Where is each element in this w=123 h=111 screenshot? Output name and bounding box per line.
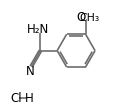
Text: N: N xyxy=(26,65,35,78)
Text: CH₃: CH₃ xyxy=(80,13,100,23)
Text: Cl: Cl xyxy=(11,92,22,105)
Text: H₂N: H₂N xyxy=(27,23,49,36)
Text: O: O xyxy=(76,12,85,25)
Text: H: H xyxy=(25,92,33,105)
